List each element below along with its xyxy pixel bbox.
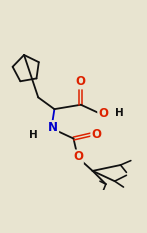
Text: H: H: [29, 130, 38, 140]
Text: O: O: [98, 107, 108, 120]
Text: H: H: [115, 108, 123, 118]
Text: O: O: [91, 128, 101, 141]
Text: O: O: [73, 151, 83, 163]
Text: O: O: [76, 75, 86, 89]
Text: N: N: [48, 121, 58, 134]
